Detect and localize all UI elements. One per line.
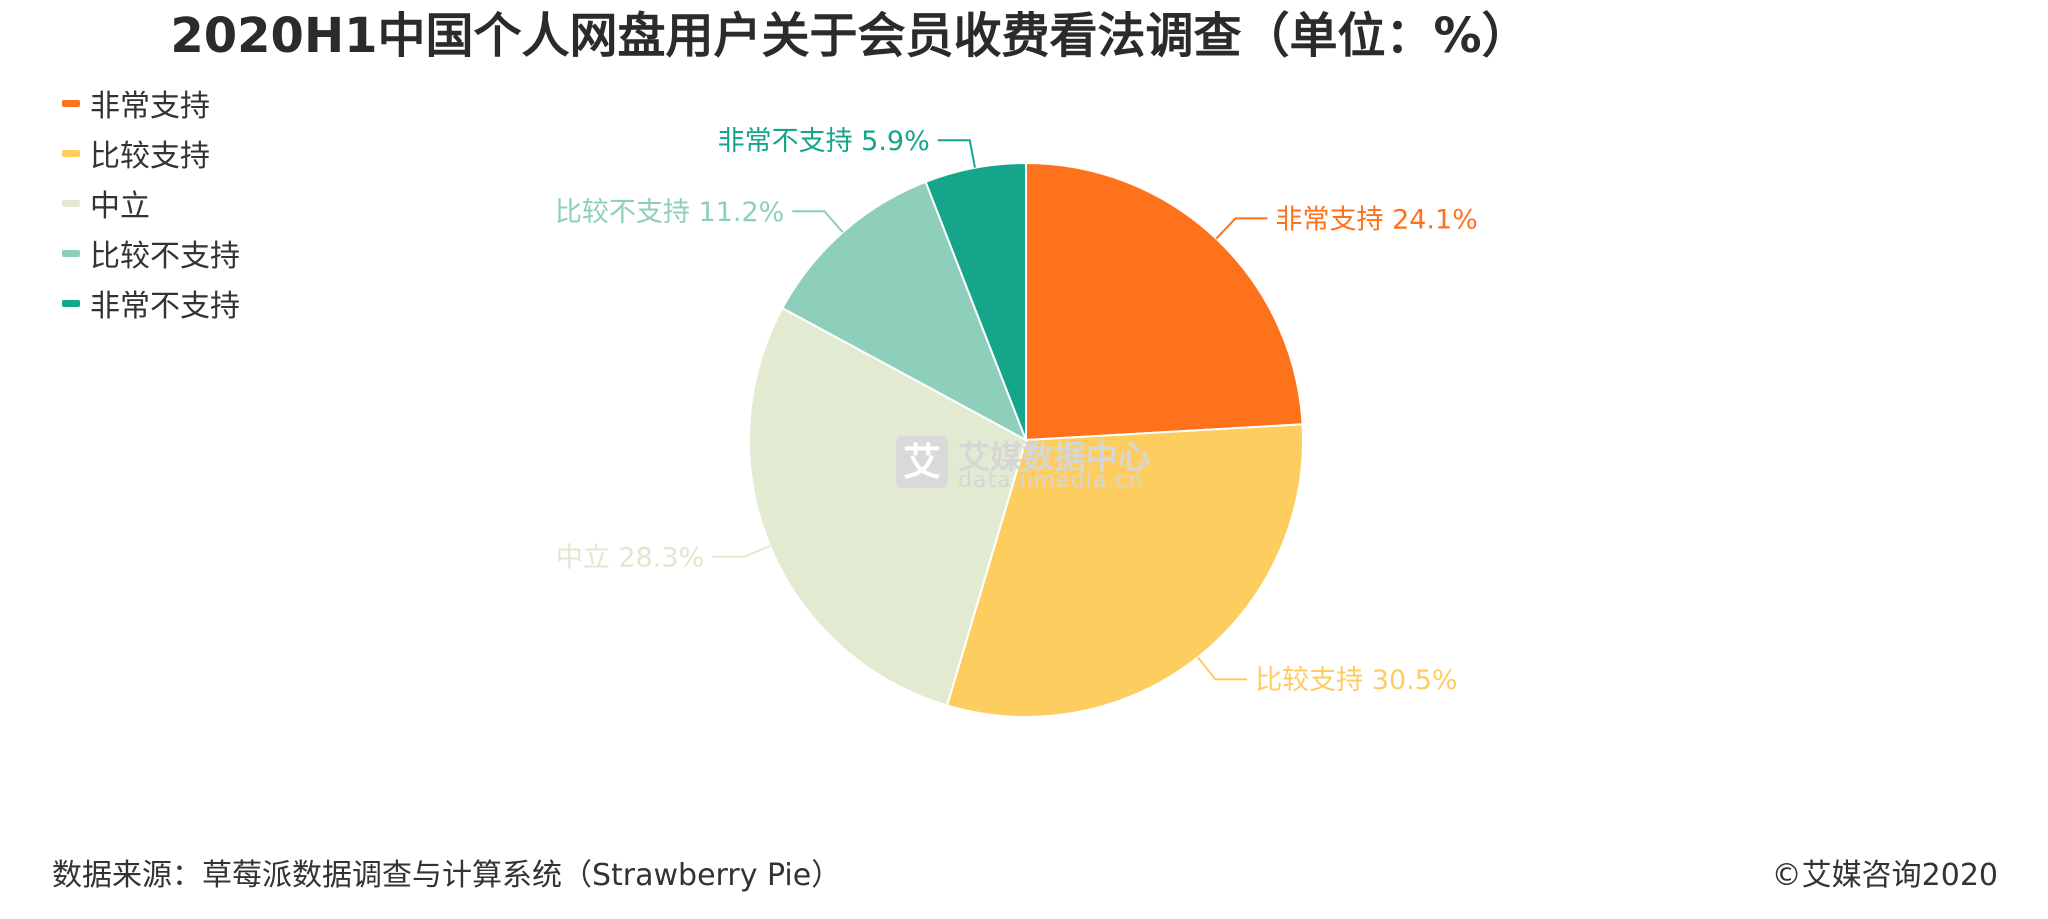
legend-item[interactable]: 非常支持 — [62, 78, 240, 128]
legend-swatch — [62, 299, 80, 307]
data-label: 非常不支持 5.9% — [718, 126, 930, 157]
legend: 非常支持 比较支持 中立 比较不支持 非常不支持 — [62, 78, 240, 328]
legend-item[interactable]: 中立 — [62, 178, 240, 228]
legend-label: 非常支持 — [90, 89, 210, 124]
leader-line — [937, 139, 976, 168]
pie-slice[interactable] — [945, 423, 1304, 718]
leader-line — [1197, 656, 1248, 681]
copyright: ©艾媒咨询2020 — [1771, 858, 1998, 893]
data-label: 非常支持 24.1% — [1275, 204, 1477, 235]
leader-line — [1215, 217, 1268, 240]
legend-swatch — [62, 199, 80, 207]
legend-swatch — [62, 149, 80, 157]
watermark-url: data.iimedia.cn — [958, 468, 1144, 493]
leader-line — [792, 210, 844, 233]
pie-slice[interactable] — [1025, 161, 1304, 442]
data-label: 中立 28.3% — [556, 543, 704, 574]
legend-label: 比较不支持 — [90, 239, 240, 274]
legend-swatch — [62, 249, 80, 257]
legend-label: 中立 — [90, 189, 150, 224]
data-source: 数据来源：草莓派数据调查与计算系统（Strawberry Pie） — [52, 858, 842, 893]
data-label: 比较支持 30.5% — [1255, 665, 1457, 696]
legend-item[interactable]: 非常不支持 — [62, 278, 240, 328]
legend-label: 非常不支持 — [90, 289, 240, 324]
pie-slice[interactable] — [781, 180, 1028, 443]
legend-item[interactable]: 比较支持 — [62, 128, 240, 178]
watermark-name: 艾媒数据中心 — [958, 438, 1151, 476]
legend-swatch — [62, 99, 80, 107]
data-label: 比较不支持 11.2% — [555, 197, 784, 228]
legend-label: 比较支持 — [90, 139, 210, 174]
watermark-logo: 艾 — [896, 436, 948, 488]
legend-item[interactable]: 比较不支持 — [62, 228, 240, 278]
chart-title: 2020H1中国个人网盘用户关于会员收费看法调查（单位：%） — [170, 8, 1530, 64]
leader-line — [712, 545, 771, 558]
